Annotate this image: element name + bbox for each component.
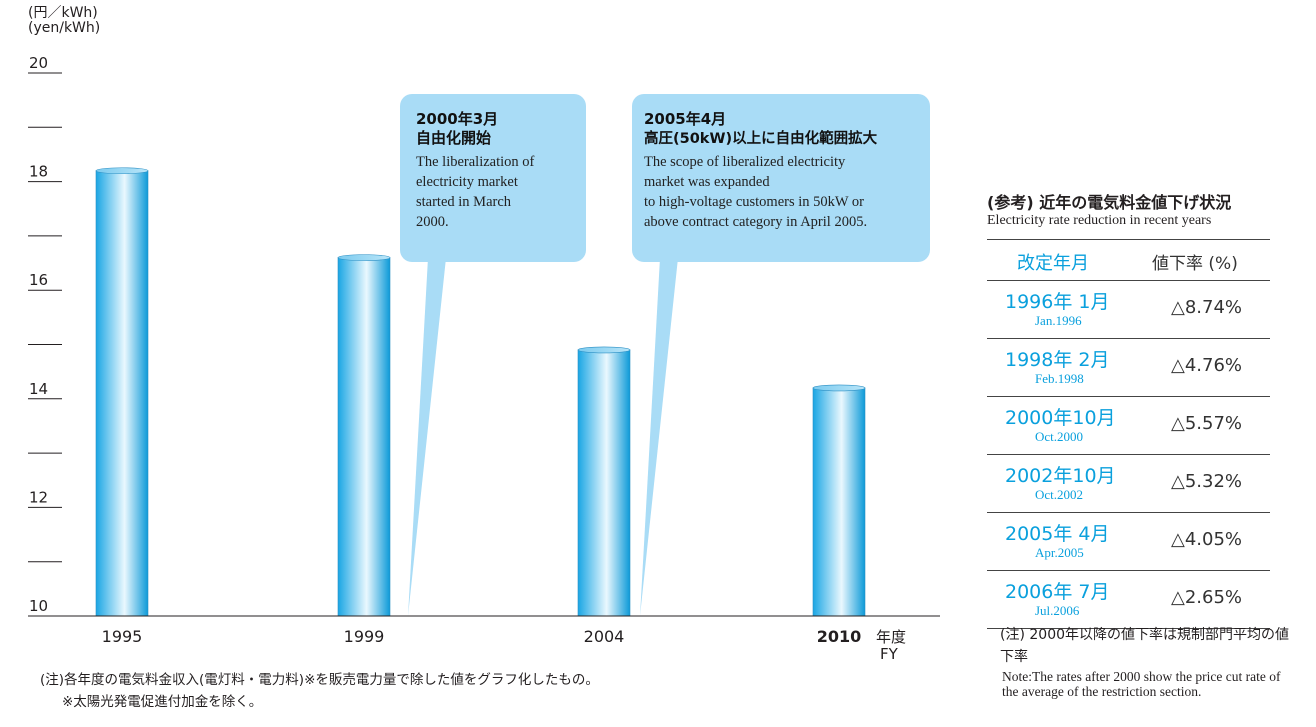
x-tick-label: 1995 xyxy=(102,627,143,646)
row-rate: △2.65% xyxy=(1171,587,1243,608)
row-rate: △8.74% xyxy=(1171,297,1243,318)
row-date: 1998年 2月 xyxy=(1005,349,1110,371)
rate-chart: 10 12 14 16 18 20 1995 1999 2004 2010 年度 FY xyxy=(28,54,940,663)
panel-note-jp: (注) 2000年以降の値下率は規制部門平均の値下率 xyxy=(1000,627,1290,665)
row-date: 2002年10月 xyxy=(1005,465,1116,487)
row-date: 2006年 7月 xyxy=(1005,581,1110,603)
row-date-en: Oct.2000 xyxy=(1035,429,1084,444)
x-tick-label: 2004 xyxy=(584,627,625,646)
callout-line: above contract category in April 2005. xyxy=(644,214,868,230)
callout-line: to high-voltage customers in 50kW or xyxy=(644,194,865,210)
row-rate: △4.05% xyxy=(1171,529,1243,550)
callout-title: 高圧(50kW)以上に自由化範囲拡大 xyxy=(644,131,878,147)
row-date-en: Oct.2002 xyxy=(1035,487,1084,502)
row-rate: △5.57% xyxy=(1171,413,1243,434)
x-axis-label-en: FY xyxy=(880,645,899,663)
callout-body: The scope of liberalized electricity mar… xyxy=(644,152,928,232)
bar-1999 xyxy=(337,257,391,617)
callout-line: market was expanded xyxy=(644,174,770,190)
callout-tail-2000 xyxy=(408,258,446,616)
panel-subtitle: Electricity rate reduction in recent yea… xyxy=(987,213,1212,228)
column-header-rate: 値下率 (%) xyxy=(1152,254,1238,274)
callout-line: electricity market xyxy=(416,174,518,190)
callout-line: The scope of liberalized electricity xyxy=(644,154,846,170)
table-row: 2005年 4月 Apr.2005 △4.05% xyxy=(987,513,1270,571)
table-row: 2006年 7月 Jul.2006 △2.65% xyxy=(987,571,1270,629)
row-rate: △5.32% xyxy=(1171,471,1243,492)
y-tick-label: 10 xyxy=(29,597,48,615)
row-date-en: Feb.1998 xyxy=(1035,371,1084,386)
row-date: 1996年 1月 xyxy=(1005,291,1110,313)
row-date-en: Jul.2006 xyxy=(1035,603,1080,618)
column-header-date: 改定年月 xyxy=(1017,253,1089,274)
rate-reduction-table: 改定年月 値下率 (%) 1996年 1月 Jan.1996 △8.74% 19… xyxy=(987,239,1270,629)
bar-cap xyxy=(95,167,149,175)
y-tick-label: 16 xyxy=(29,271,48,289)
x-tick-label: 1999 xyxy=(344,627,385,646)
x-axis-label-jp: 年度 xyxy=(876,628,906,646)
callout-date: 2000年3月 xyxy=(416,110,499,128)
panel-title: (参考) 近年の電気料金値下げ状況 xyxy=(987,193,1232,212)
y-unit-jp: (円／kWh) xyxy=(28,5,98,21)
y-tick-label: 20 xyxy=(29,54,48,72)
callout-body: The liberalization of electricity market… xyxy=(416,152,586,232)
callout-box: 2000年3月 自由化開始 The liberalization of elec… xyxy=(400,94,586,262)
bar-1995 xyxy=(95,170,149,617)
row-date: 2005年 4月 xyxy=(1005,523,1110,545)
y-unit-en: (yen/kWh) xyxy=(28,20,101,36)
chart-note: (注)各年度の電気料金収入(電灯料・電力料)※を販売電力量で除した値をグラフ化し… xyxy=(40,672,599,688)
y-tick-label: 18 xyxy=(29,163,48,181)
callout-line: 2000. xyxy=(416,214,449,230)
bar-cap xyxy=(812,384,866,392)
row-date-en: Jan.1996 xyxy=(1035,313,1082,328)
bar-cap xyxy=(577,346,631,354)
table-row: 2002年10月 Oct.2002 △5.32% xyxy=(987,455,1270,513)
bar-2004 xyxy=(577,349,631,617)
row-rate: △4.76% xyxy=(1171,355,1243,376)
table-row: 1996年 1月 Jan.1996 △8.74% xyxy=(987,281,1270,339)
callout-line: The liberalization of xyxy=(416,154,535,170)
bar-cap xyxy=(337,254,391,261)
callout-box: 2005年4月 高圧(50kW)以上に自由化範囲拡大 The scope of … xyxy=(632,94,930,262)
bar-2010 xyxy=(812,387,866,617)
callout-date: 2005年4月 xyxy=(644,110,727,128)
row-date-en: Apr.2005 xyxy=(1035,545,1084,560)
row-date: 2000年10月 xyxy=(1005,407,1116,429)
callout-title: 自由化開始 xyxy=(416,129,492,147)
chart-note-sub: ※太陽光発電促進付加金を除く。 xyxy=(62,694,263,710)
y-tick-label: 14 xyxy=(29,380,48,398)
table-row: 2000年10月 Oct.2000 △5.57% xyxy=(987,397,1270,455)
y-tick-label: 12 xyxy=(29,488,48,506)
table-header: 改定年月 値下率 (%) xyxy=(987,240,1270,281)
callout-tail-2005 xyxy=(640,258,678,616)
callout-line: started in March xyxy=(416,194,512,210)
table-row: 1998年 2月 Feb.1998 △4.76% xyxy=(987,339,1270,397)
panel-note-en: Note:The rates after 2000 show the price… xyxy=(1002,669,1281,699)
x-tick-label: 2010 xyxy=(817,627,862,646)
